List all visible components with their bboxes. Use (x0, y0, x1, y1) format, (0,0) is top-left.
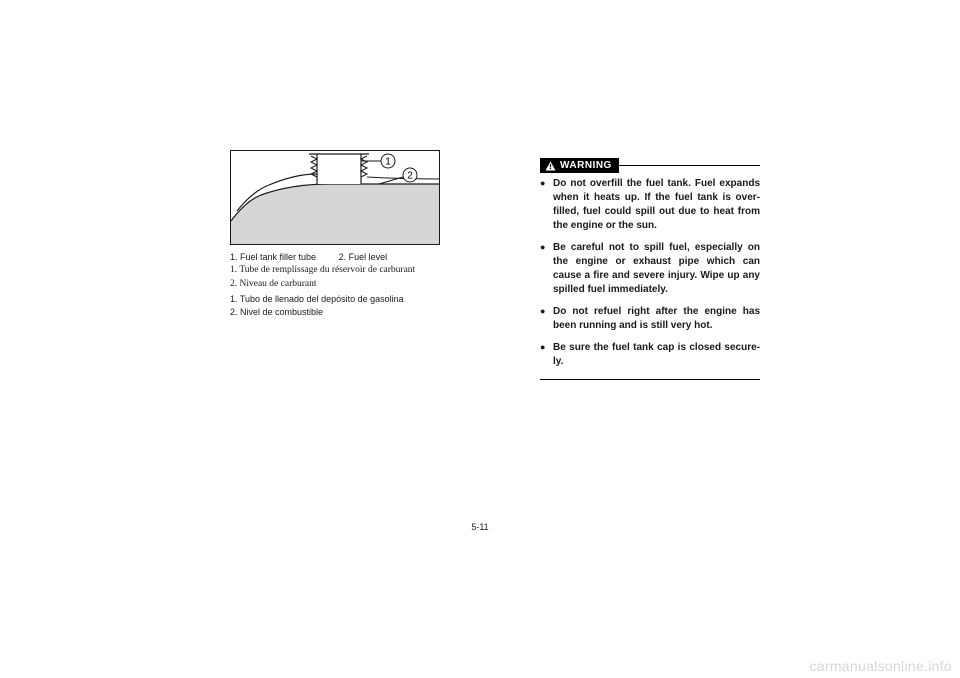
watermark: carmanualsonline.info (810, 658, 953, 674)
figure-captions: 1. Fuel tank filler tube 2. Fuel level 1… (230, 251, 450, 318)
warning-item: Do not overfill the fuel tank. Fuel expa… (540, 177, 760, 233)
warning-badge: WARNING (540, 158, 619, 173)
left-column: 1 2 1. Fuel tank filler tube 2. Fuel lev… (230, 150, 450, 319)
right-column: WARNING Do not overfill the fuel tank. F… (540, 158, 760, 380)
page-number: 5-11 (0, 522, 960, 532)
callout-1-label: 1 (385, 157, 391, 168)
caption-es-1: 1. Tubo de llenado del depósito de gasol… (230, 293, 450, 305)
warning-label: WARNING (560, 160, 612, 171)
warning-header: WARNING (540, 158, 760, 173)
warning-item: Be sure the fuel tank cap is closed secu… (540, 341, 760, 369)
warning-list: Do not overfill the fuel tank. Fuel expa… (540, 177, 760, 369)
warning-end-rule (540, 379, 760, 380)
caption-en-1: 1. Fuel tank filler tube (230, 252, 316, 262)
warning-triangle-icon (545, 161, 556, 171)
caption-fr-2: 2. Niveau de carburant (230, 278, 450, 291)
manual-page: 1 2 1. Fuel tank filler tube 2. Fuel lev… (0, 0, 960, 678)
caption-en-2: 2. Fuel level (339, 252, 388, 262)
callout-2-label: 2 (407, 171, 413, 182)
caption-en: 1. Fuel tank filler tube 2. Fuel level (230, 251, 450, 263)
fuel-filler-figure: 1 2 (230, 150, 440, 245)
warning-header-rule (619, 165, 760, 166)
fuel-figure-svg: 1 2 (231, 151, 440, 245)
warning-item: Be careful not to spill fuel, especially… (540, 241, 760, 297)
caption-es-2: 2. Nivel de combustible (230, 306, 450, 318)
warning-item: Do not refuel right after the engine has… (540, 305, 760, 333)
caption-fr-1: 1. Tube de remplissage du réservoir de c… (230, 264, 450, 277)
